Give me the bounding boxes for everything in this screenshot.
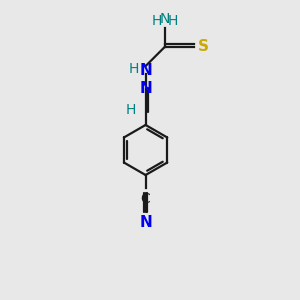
Text: N: N <box>139 63 152 78</box>
Text: H: H <box>126 103 136 117</box>
Text: S: S <box>198 39 209 54</box>
Text: N: N <box>139 215 152 230</box>
Text: H: H <box>129 62 139 76</box>
Text: H: H <box>168 14 178 28</box>
Text: H: H <box>151 14 162 28</box>
Text: C: C <box>141 192 151 206</box>
Text: N: N <box>160 12 170 26</box>
Text: N: N <box>139 81 152 96</box>
